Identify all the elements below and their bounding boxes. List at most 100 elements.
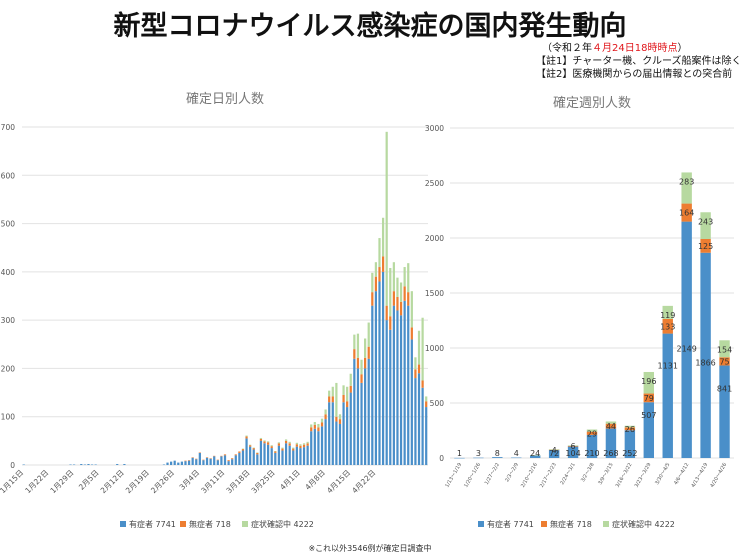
weekly-x-tick-label: 3/16〜3/22 xyxy=(615,462,634,489)
daily-bar-segment xyxy=(256,452,259,453)
daily-bar-segment xyxy=(414,357,417,370)
daily-legend-swatch xyxy=(242,521,248,527)
daily-bar-segment xyxy=(417,364,421,374)
daily-bar-segment xyxy=(162,464,166,466)
weekly-bar-segment xyxy=(605,423,617,429)
weekly-data-label: 1 xyxy=(457,449,462,458)
daily-x-tick-label: 2月12日 xyxy=(99,468,126,495)
daily-bar-segment xyxy=(335,416,338,422)
weekly-data-label: 29 xyxy=(587,429,597,438)
weekly-bar-segment xyxy=(529,455,541,458)
daily-bar-segment xyxy=(259,437,263,439)
weekly-bar-segment xyxy=(492,457,503,458)
daily-x-tick-label: 4月1日 xyxy=(278,468,302,492)
daily-bar-segment xyxy=(299,445,302,449)
weekly-bar-segment xyxy=(719,357,730,366)
daily-x-tick-label: 4月22日 xyxy=(350,468,377,495)
daily-chart-title: 確定日別人数 xyxy=(186,91,264,107)
daily-bar-segment xyxy=(223,455,227,465)
daily-bar-segment xyxy=(313,422,316,425)
daily-bar-segment xyxy=(385,131,388,306)
weekly-bar-segment xyxy=(548,450,560,458)
weekly-data-label: 4 xyxy=(514,449,519,458)
weekly-bar-segment xyxy=(681,221,692,458)
daily-bar-segment xyxy=(277,442,281,444)
daily-bar-segment xyxy=(324,409,327,415)
weekly-y-tick-label: 1000 xyxy=(425,344,444,353)
daily-bar-segment xyxy=(94,464,97,466)
daily-bar-segment xyxy=(371,305,374,465)
weekly-data-label: 1131 xyxy=(658,361,678,370)
daily-legend-label: 有症者 7741 xyxy=(129,519,176,529)
daily-bar-segment xyxy=(220,456,223,465)
daily-bar-segment xyxy=(367,322,370,347)
daily-bar-segment xyxy=(417,330,421,365)
daily-bar-segment xyxy=(292,447,295,449)
daily-bar-segment xyxy=(231,458,234,460)
daily-bar-segment xyxy=(320,426,324,465)
weekly-x-tick-label: 2/10〜2/16 xyxy=(520,462,539,489)
daily-bar-segment xyxy=(353,358,356,465)
daily-bar-segment xyxy=(249,446,252,465)
weekly-data-label: 4 xyxy=(552,446,557,455)
daily-bar-segment xyxy=(284,440,288,444)
daily-bar-segment xyxy=(338,423,342,465)
daily-bar-segment xyxy=(410,327,413,340)
weekly-bar-segment xyxy=(681,203,692,222)
weekly-bar-segment xyxy=(700,212,711,239)
daily-bar-segment xyxy=(299,448,302,465)
daily-bar-segment xyxy=(371,292,374,306)
weekly-data-label: 8 xyxy=(495,449,500,458)
daily-bar-segment xyxy=(263,440,266,442)
daily-bar-segment xyxy=(209,458,212,465)
daily-bar-segment xyxy=(331,396,334,403)
daily-bar-segment xyxy=(371,272,374,293)
daily-bar-segment xyxy=(184,461,187,465)
daily-bar-segment xyxy=(184,460,187,462)
daily-x-tick-label: 1月15日 xyxy=(0,468,25,495)
weekly-x-tick-label: 4/13〜4/19 xyxy=(690,462,709,489)
daily-y-tick-label: 200 xyxy=(1,364,16,373)
daily-bar-segment xyxy=(288,441,291,444)
daily-y-tick-label: 100 xyxy=(1,413,16,422)
daily-bar-segment xyxy=(385,305,388,321)
daily-bar-segment xyxy=(281,450,284,465)
daily-bar-segment xyxy=(295,446,298,465)
daily-bar-segment xyxy=(87,464,90,465)
weekly-bar-segment xyxy=(624,427,636,431)
weekly-x-tick-label: 3/9〜3/15 xyxy=(597,462,614,486)
daily-bar-segment xyxy=(252,449,255,465)
weekly-bar-segment xyxy=(529,455,541,456)
weekly-x-tick-label: 2/3〜2/9 xyxy=(504,462,520,483)
weekly-y-tick-label: 1500 xyxy=(425,289,444,298)
daily-bar-segment xyxy=(123,464,126,465)
daily-bar-segment xyxy=(238,451,241,453)
daily-bar-segment xyxy=(360,359,363,375)
daily-bar-segment xyxy=(234,455,237,465)
daily-y-tick-label: 0 xyxy=(10,461,15,470)
daily-chart: 確定日別人数 0 100 200 300 400 500 600 700 1月15日1月22日1月… xyxy=(0,91,428,529)
date-suffix: ） xyxy=(677,43,688,54)
daily-bar-segment xyxy=(367,346,370,359)
daily-bar-segment xyxy=(249,444,252,446)
weekly-bar-segment xyxy=(567,445,579,447)
daily-x-tick-label: 3月25日 xyxy=(250,468,277,495)
weekly-bar-segment xyxy=(719,365,730,458)
daily-bar-segment xyxy=(238,452,241,465)
weekly-x-tick-label: 3/23〜3/29 xyxy=(634,462,653,489)
daily-y-tick-label: 300 xyxy=(1,316,16,325)
daily-legend-label: 無症者 718 xyxy=(189,519,231,529)
weekly-x-tick-label: 4/20〜4/26 xyxy=(709,462,728,489)
weekly-y-tick-label: 500 xyxy=(430,399,445,408)
daily-bar-segment xyxy=(378,267,381,282)
weekly-data-label: 75 xyxy=(719,357,729,366)
weekly-data-label: 507 xyxy=(641,411,656,420)
weekly-data-label: 133 xyxy=(660,322,675,331)
daily-bar-segment xyxy=(166,462,169,465)
weekly-data-label: 6 xyxy=(571,442,576,451)
weekly-bar-segment xyxy=(700,252,711,458)
daily-bar-segment xyxy=(346,401,349,408)
daily-bar-segment xyxy=(342,402,345,465)
daily-bar-segment xyxy=(249,445,252,447)
